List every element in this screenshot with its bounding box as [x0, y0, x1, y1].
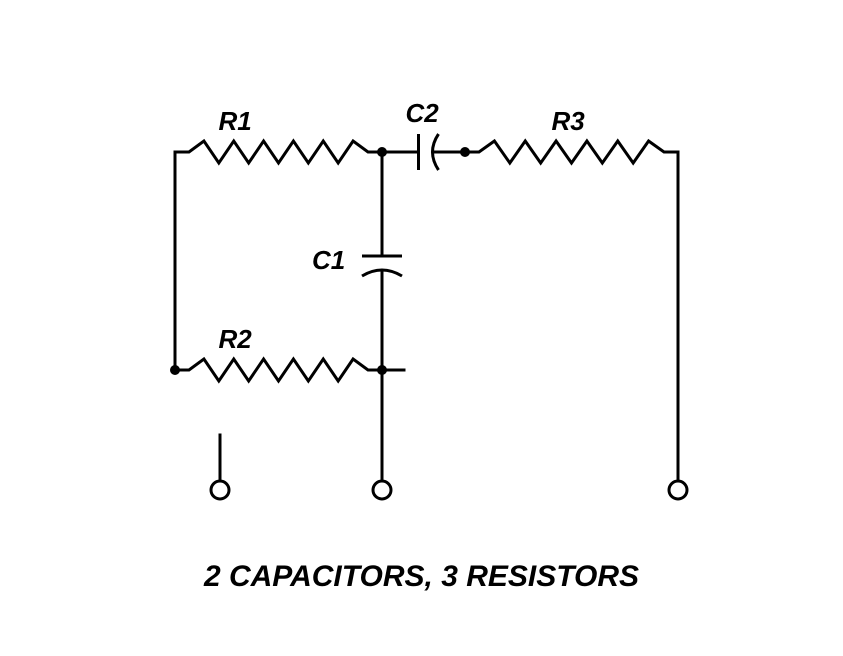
svg-text:C2: C2: [406, 98, 440, 128]
resistor-r2: [175, 359, 382, 381]
circuit-diagram: R1 C2 R3 C1 R2: [0, 0, 843, 656]
resistor-r3: [465, 141, 678, 163]
svg-text:R2: R2: [219, 324, 253, 354]
terminals: [211, 481, 687, 499]
svg-text:R1: R1: [219, 106, 252, 136]
wires: [175, 152, 678, 481]
svg-text:R3: R3: [552, 106, 586, 136]
diagram-caption: 2 CAPACITORS, 3 RESISTORS: [0, 560, 843, 594]
resistor-r1: [175, 141, 382, 163]
labels: R1 C2 R3 C1 R2: [219, 98, 586, 354]
svg-text:C1: C1: [312, 245, 345, 275]
